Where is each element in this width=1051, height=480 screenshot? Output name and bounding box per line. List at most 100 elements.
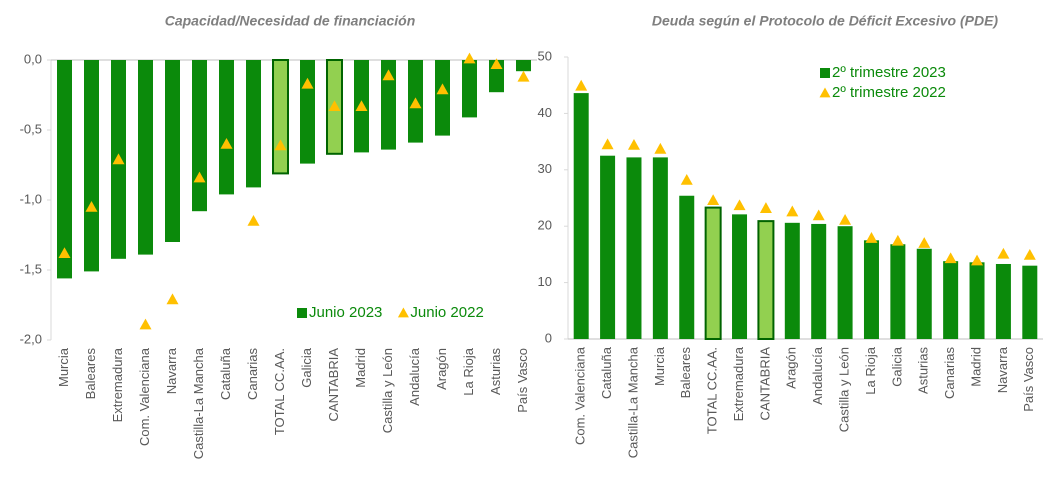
bar (704, 206, 722, 340)
triangle-marker (627, 138, 640, 150)
x-tick-label: Canarias (245, 348, 260, 401)
y-tick-label: 20 (538, 218, 552, 233)
legend-swatch (820, 68, 830, 78)
bar (784, 222, 800, 339)
triangle-marker (193, 171, 206, 183)
y-tick-label: -0,5 (20, 121, 42, 136)
triangle-marker (517, 70, 530, 82)
triangle-marker (601, 138, 614, 150)
x-tick-label: La Rioja (461, 347, 476, 395)
x-tick-label: Castilla-La Mancha (625, 346, 640, 458)
triangle-marker (409, 97, 422, 109)
bar (837, 226, 853, 339)
triangle-marker (971, 254, 984, 266)
triangle-marker (680, 173, 693, 185)
chart-title: Deuda según el Protocolo de Déficit Exce… (652, 13, 999, 29)
bar (679, 195, 695, 339)
y-tick-label: 50 (538, 48, 552, 63)
triangle-marker (812, 209, 825, 221)
bar (219, 60, 234, 195)
x-tick-label: Cataluña (599, 346, 614, 399)
x-tick-label: Andalucía (810, 346, 825, 405)
legend-label: Junio 2023 (309, 304, 382, 321)
bar (652, 157, 668, 339)
triangle-marker (382, 69, 395, 81)
bar (995, 263, 1011, 339)
bar (84, 60, 99, 272)
x-tick-label: TOTAL CC.AA. (272, 348, 287, 435)
triangle-marker (112, 153, 125, 165)
bar (890, 244, 906, 339)
bar (626, 157, 642, 339)
x-tick-label: Extremadura (110, 347, 125, 422)
x-tick-label: Castilla-La Mancha (191, 347, 206, 459)
bar (969, 262, 985, 339)
triangle-marker (707, 194, 720, 206)
triangle-marker (865, 232, 878, 243)
bar (300, 60, 315, 164)
x-tick-label: Castilla y León (380, 348, 395, 433)
bar (863, 240, 879, 339)
x-tick-label: Madrid (353, 348, 368, 388)
bar (600, 155, 616, 339)
y-tick-label: 40 (538, 105, 552, 120)
y-tick-label: -2,0 (20, 331, 42, 346)
bar (573, 93, 589, 339)
x-tick-label: Aragón (784, 347, 799, 389)
bar (138, 60, 153, 255)
bar (435, 60, 450, 136)
triangle-marker (1023, 248, 1036, 260)
triangle-marker (891, 234, 904, 246)
bar (192, 60, 207, 212)
x-tick-label: Galicia (889, 346, 904, 387)
bar (811, 223, 827, 339)
x-tick-label: La Rioja (863, 346, 878, 394)
x-tick-label: Murcia (652, 346, 667, 386)
triangle-marker (328, 100, 341, 111)
bar (1022, 265, 1038, 339)
triangle-marker (166, 293, 179, 305)
bar (916, 248, 932, 339)
triangle-marker (490, 58, 503, 69)
x-tick-label: TOTAL CC.AA. (705, 347, 720, 434)
triangle-marker (355, 100, 368, 111)
triangle-marker (997, 247, 1010, 259)
legend-label: Junio 2022 (410, 304, 483, 321)
bar (381, 60, 396, 150)
legend-swatch (397, 307, 409, 318)
triangle-marker (759, 202, 772, 213)
x-tick-label: Madrid (968, 347, 983, 387)
bar (246, 60, 261, 188)
bar (757, 220, 775, 340)
x-tick-label: Andalucía (407, 347, 422, 406)
chart-title: Capacidad/Necesidad de financiación (165, 13, 416, 29)
x-tick-label: Castilla y León (837, 347, 852, 432)
x-tick-label: Asturias (916, 347, 931, 394)
triangle-marker (786, 205, 799, 217)
bar (516, 60, 531, 72)
legend-swatch (297, 308, 307, 318)
bar (165, 60, 180, 242)
triangle-marker (463, 52, 476, 64)
y-tick-label: -1,5 (20, 261, 42, 276)
x-tick-label: Asturias (488, 348, 503, 395)
triangle-marker (575, 79, 588, 91)
y-tick-label: -1,0 (20, 191, 42, 206)
y-tick-label: 30 (538, 161, 552, 176)
triangle-marker (301, 77, 314, 89)
x-tick-label: Canarias (942, 347, 957, 400)
triangle-marker (139, 318, 152, 330)
x-tick-label: País Vasco (515, 348, 530, 413)
x-tick-label: Com. Valenciana (137, 347, 152, 446)
triangle-marker (274, 139, 287, 151)
legend-swatch (819, 87, 831, 98)
x-tick-label: Baleares (83, 348, 98, 400)
triangle-marker (918, 237, 931, 248)
x-tick-label: Navarra (995, 346, 1010, 393)
x-tick-label: Navarra (164, 347, 179, 394)
triangle-marker (247, 215, 260, 226)
x-tick-label: CANTABRIA (326, 348, 341, 422)
bar (732, 214, 748, 339)
triangle-marker (733, 199, 746, 211)
